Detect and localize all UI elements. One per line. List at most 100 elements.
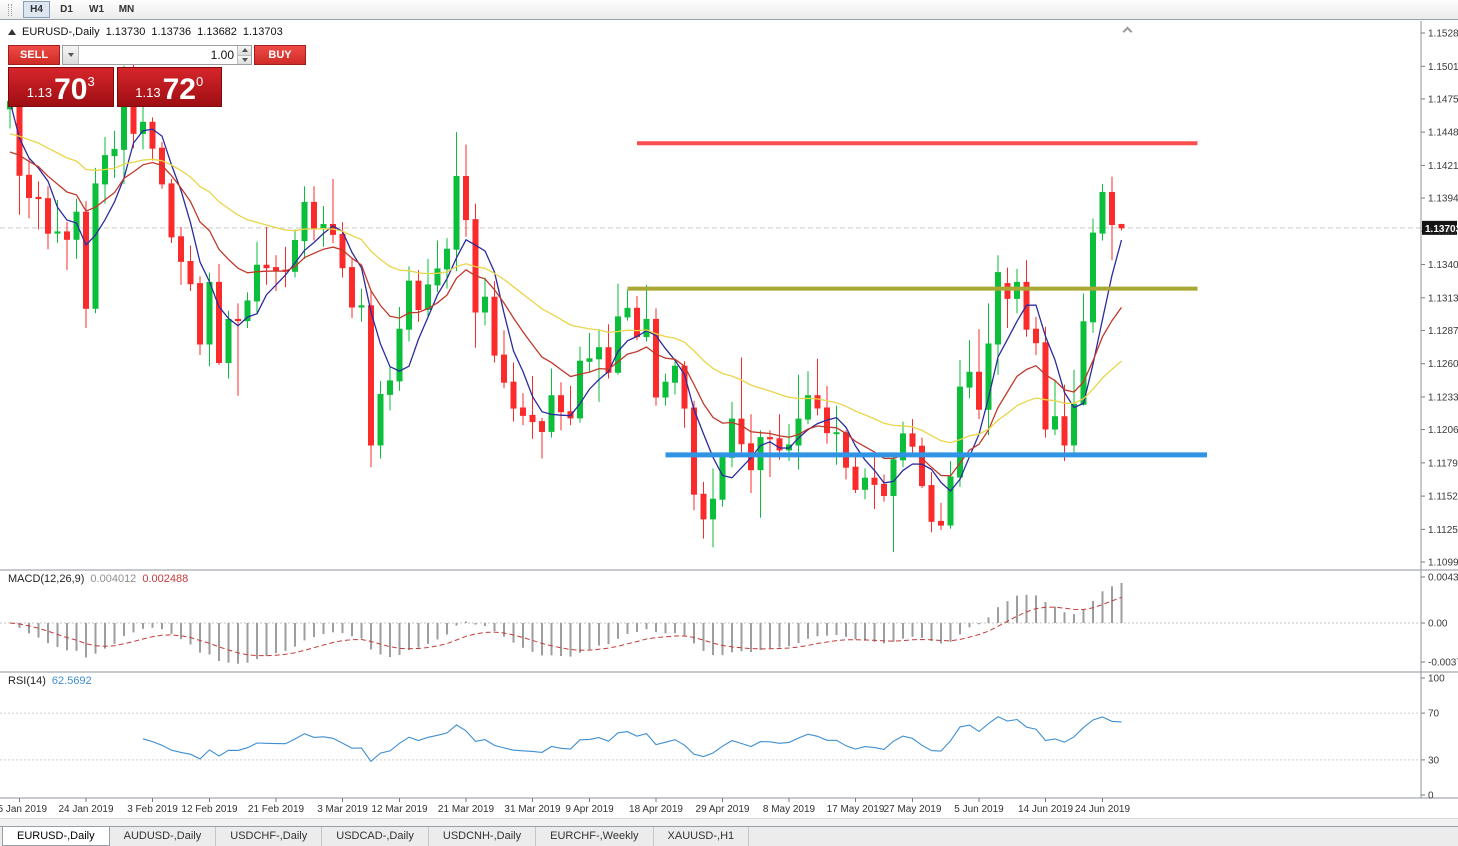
svg-text:100: 100 <box>1428 674 1445 685</box>
svg-text:1.13135: 1.13135 <box>1428 293 1458 304</box>
ohlc-high: 1.13736 <box>151 26 192 38</box>
svg-text:1.10990: 1.10990 <box>1428 558 1458 569</box>
volume-box <box>62 45 252 65</box>
svg-text:0.00: 0.00 <box>1428 619 1448 630</box>
sell-price-point: 3 <box>87 74 95 89</box>
chart-header: EURUSD-,Daily 1.13730 1.13736 1.13682 1.… <box>8 26 283 38</box>
arrow-up-icon <box>241 48 248 53</box>
date-axis[interactable] <box>19 798 1103 802</box>
svg-text:1.12600: 1.12600 <box>1428 359 1458 370</box>
arrow-down-icon <box>241 57 248 62</box>
svg-text:1.11795: 1.11795 <box>1428 458 1458 469</box>
svg-text:3 Mar 2019: 3 Mar 2019 <box>317 804 368 815</box>
tab-xauusd-h1[interactable]: XAUUSD-,H1 <box>654 827 750 846</box>
tab-usdchf-daily[interactable]: USDCHF-,Daily <box>216 827 323 846</box>
ma-mid-line <box>9 151 1123 477</box>
buy-price-tile[interactable]: 1.13 72 0 <box>116 67 222 107</box>
svg-text:1.15285: 1.15285 <box>1428 29 1458 40</box>
svg-text:18 Apr 2019: 18 Apr 2019 <box>629 804 683 815</box>
macd-histogram <box>18 583 1123 664</box>
sell-button[interactable]: SELL <box>8 45 60 65</box>
macd-name: MACD(12,26,9) <box>8 573 85 585</box>
svg-text:24 Jan 2019: 24 Jan 2019 <box>58 804 113 815</box>
svg-text:1.12065: 1.12065 <box>1428 425 1458 436</box>
svg-text:3 Feb 2019: 3 Feb 2019 <box>127 804 178 815</box>
tab-audusd-daily[interactable]: AUDUSD-,Daily <box>110 827 217 846</box>
svg-text:1.14750: 1.14750 <box>1428 94 1458 105</box>
price-axis[interactable] <box>1421 32 1457 563</box>
svg-text:29 Apr 2019: 29 Apr 2019 <box>696 804 750 815</box>
timeframe-d1-button[interactable]: D1 <box>53 1 80 18</box>
chevron-down-icon <box>67 53 74 57</box>
ma-fast-line <box>9 101 1123 493</box>
svg-text:5 Jun 2019: 5 Jun 2019 <box>954 804 1004 815</box>
svg-text:21 Feb 2019: 21 Feb 2019 <box>248 804 305 815</box>
svg-text:70: 70 <box>1428 709 1440 720</box>
svg-text:1.11255: 1.11255 <box>1428 525 1458 536</box>
horizontal-scrollbar[interactable] <box>0 818 1458 826</box>
svg-text:1.12870: 1.12870 <box>1428 326 1458 337</box>
rsi-indicator-label: RSI(14) 62.5692 <box>8 675 92 687</box>
macd-signal-line <box>9 596 1122 657</box>
macd-signal-value: 0.002488 <box>142 573 189 585</box>
tab-eurchf-weekly[interactable]: EURCHF-,Weekly <box>536 827 654 846</box>
timeframe-h4-button[interactable]: H4 <box>23 1 50 18</box>
ohlc-close: 1.13703 <box>242 26 283 38</box>
toolbar-grip[interactable] <box>8 3 12 16</box>
svg-text:12 Feb 2019: 12 Feb 2019 <box>181 804 238 815</box>
svg-text:12 Mar 2019: 12 Mar 2019 <box>371 804 428 815</box>
svg-text:1.15015: 1.15015 <box>1428 62 1458 73</box>
main-price-pane[interactable] <box>0 50 1421 553</box>
rsi-value: 62.5692 <box>51 675 92 687</box>
volume-stepper[interactable] <box>237 46 251 64</box>
candlesticks <box>7 50 1125 553</box>
volume-input[interactable] <box>79 46 237 64</box>
svg-text:1.13945: 1.13945 <box>1428 194 1458 205</box>
svg-text:1.12330: 1.12330 <box>1428 392 1458 403</box>
svg-text:8 May 2019: 8 May 2019 <box>763 804 816 815</box>
rsi-line <box>142 716 1122 763</box>
volume-dropdown-button[interactable] <box>63 46 79 64</box>
buy-button[interactable]: BUY <box>254 45 306 65</box>
svg-text:9 Apr 2019: 9 Apr 2019 <box>565 804 614 815</box>
chevron-up-icon[interactable] <box>1122 25 1134 37</box>
chart-title: EURUSD-,Daily <box>22 26 100 38</box>
macd-main-value: 0.004012 <box>90 573 137 585</box>
svg-text:1.14210: 1.14210 <box>1428 161 1458 172</box>
svg-text:15 Jan 2019: 15 Jan 2019 <box>0 804 47 815</box>
timeframe-mn-button[interactable]: MN <box>113 1 140 18</box>
svg-text:1.11525: 1.11525 <box>1428 492 1458 503</box>
timeframe-w1-button[interactable]: W1 <box>83 1 110 18</box>
svg-text:1.14480: 1.14480 <box>1428 128 1458 139</box>
one-click-trading-panel: SELL BUY 1.13 70 3 1.13 72 0 <box>8 45 306 107</box>
ohlc-low: 1.13682 <box>197 26 237 38</box>
svg-text:21 Mar 2019: 21 Mar 2019 <box>438 804 495 815</box>
buy-price-prefix: 1.13 <box>135 85 161 100</box>
tab-eurusd-daily[interactable]: EURUSD-,Daily <box>2 827 110 846</box>
volume-step-up[interactable] <box>238 46 251 55</box>
ohlc-open: 1.13730 <box>105 26 146 38</box>
svg-text:24 Jun 2019: 24 Jun 2019 <box>1075 804 1130 815</box>
svg-text:30: 30 <box>1428 755 1440 766</box>
svg-text:1.13675: 1.13675 <box>1428 227 1458 238</box>
svg-text:1.13405: 1.13405 <box>1428 260 1458 271</box>
svg-text:17 May 2019: 17 May 2019 <box>827 804 885 815</box>
svg-text:31 Mar 2019: 31 Mar 2019 <box>504 804 561 815</box>
sell-price-pips: 70 <box>54 73 88 107</box>
macd-indicator-label: MACD(12,26,9) 0.004012 0.002488 <box>8 573 188 585</box>
symbol-expand-triangle-icon[interactable] <box>8 29 16 35</box>
sell-price-tile[interactable]: 1.13 70 3 <box>8 67 114 107</box>
tab-usdcnh-daily[interactable]: USDCNH-,Daily <box>429 827 537 846</box>
tab-usdcad-daily[interactable]: USDCAD-,Daily <box>322 827 429 846</box>
rsi-name: RSI(14) <box>8 675 46 687</box>
chart-tab-bar: EURUSD-,Daily AUDUSD-,Daily USDCHF-,Dail… <box>0 826 1458 846</box>
svg-text:0.004375: 0.004375 <box>1428 573 1458 584</box>
toolbar: H4 D1 W1 MN <box>0 0 1458 20</box>
buy-price-pips: 72 <box>162 73 196 107</box>
buy-price-point: 0 <box>195 74 204 89</box>
volume-step-down[interactable] <box>238 54 251 64</box>
current-price-tag <box>1422 220 1457 235</box>
svg-text:14 Jun 2019: 14 Jun 2019 <box>1018 804 1073 815</box>
svg-text:27 May 2019: 27 May 2019 <box>884 804 942 815</box>
